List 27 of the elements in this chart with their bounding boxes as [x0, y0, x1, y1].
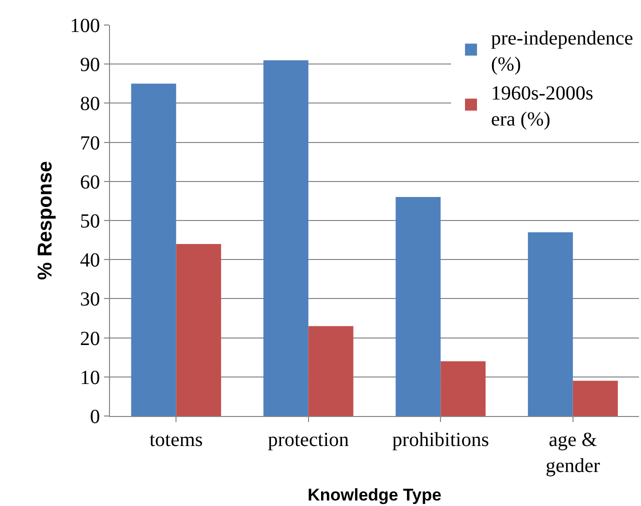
y-tick-label: 80 [80, 93, 100, 116]
y-axis-title: % Response [34, 161, 56, 280]
bar [440, 361, 486, 416]
y-tick-label: 0 [90, 406, 100, 428]
y-tick-label: 40 [80, 250, 100, 272]
bar [176, 244, 222, 416]
y-tick-label: 20 [80, 328, 100, 350]
bar [263, 60, 308, 416]
y-tick-label: 30 [80, 288, 100, 311]
legend-label: pre-independence (%) [491, 27, 634, 76]
x-tick-label: totems [149, 429, 204, 451]
x-axis-title: Knowledge Type [308, 485, 442, 504]
x-tick-label: prohibitions [392, 429, 490, 451]
y-tick-label: 90 [80, 54, 100, 76]
bar [572, 380, 618, 416]
bar [396, 197, 441, 416]
bar [528, 232, 573, 416]
y-tick-label: 60 [80, 171, 100, 194]
y-tick-label: 70 [80, 132, 100, 154]
y-tick-label: 10 [80, 366, 100, 389]
x-tick-label: protection [268, 429, 349, 451]
legend-label: 1960s-2000s era (%) [491, 82, 594, 130]
y-tick-label: 100 [70, 15, 100, 37]
y-tick-label: 50 [80, 210, 100, 232]
x-tick-label: age & gender [546, 429, 600, 477]
bar [308, 326, 354, 416]
bar [131, 84, 176, 416]
